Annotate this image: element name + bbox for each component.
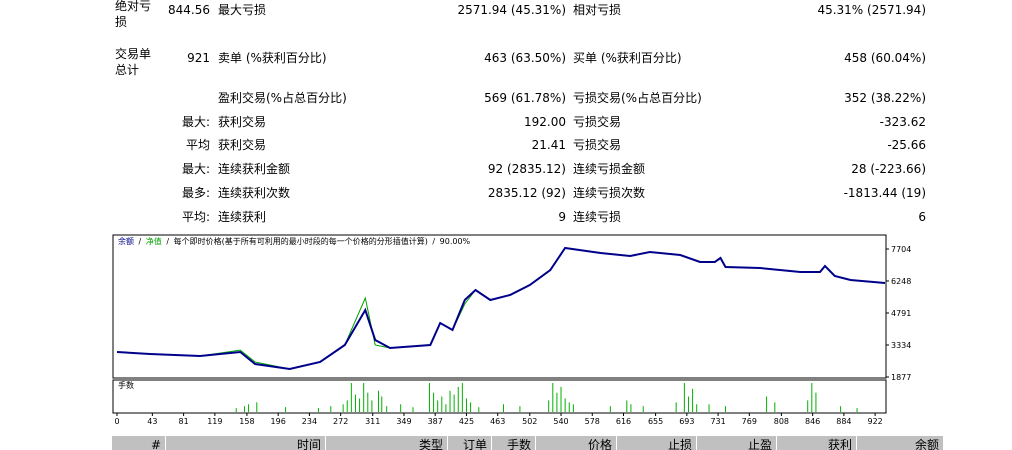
legend-equity: 净值 bbox=[146, 236, 162, 246]
x-tick-label: 846 bbox=[805, 417, 820, 426]
x-tick-label: 693 bbox=[679, 417, 694, 426]
x-tick-label: 0 bbox=[114, 417, 119, 426]
y-tick-label: 4791 bbox=[891, 309, 911, 318]
column-header: 手数 bbox=[492, 436, 535, 450]
x-tick-label: 81 bbox=[179, 417, 189, 426]
x-tick-label: 43 bbox=[147, 417, 157, 426]
stat-label: 相对亏损 bbox=[573, 3, 622, 17]
stat-value: 最多: bbox=[181, 186, 210, 200]
stat-value: 2835.12 (92) bbox=[487, 186, 566, 200]
y-tick-label: 6248 bbox=[891, 277, 911, 286]
x-tick-label: 349 bbox=[396, 417, 411, 426]
stat-value: 458 (60.04%) bbox=[844, 51, 926, 65]
stat-value: 最大: bbox=[181, 115, 210, 129]
stat-label: 亏损交易 bbox=[573, 115, 622, 129]
legend-sep: / bbox=[139, 237, 142, 246]
stat-label: 连续获利次数 bbox=[218, 186, 291, 200]
stat-value: 6 bbox=[918, 210, 926, 224]
x-tick-label: 616 bbox=[616, 417, 631, 426]
stat-label: 连续获利金额 bbox=[218, 162, 291, 176]
legend-description: 每个即时价格(基于所有可利用的最小时段的每一个价格的分形插值计算) bbox=[174, 236, 428, 246]
column-header: 止损 bbox=[617, 436, 696, 450]
stat-label: 连续亏损金额 bbox=[573, 162, 646, 176]
stat-value: 21.41 bbox=[531, 138, 566, 152]
x-tick-label: 502 bbox=[522, 417, 537, 426]
chart: 余额 / 净值 / 每个即时价格(基于所有可利用的最小时段的每一个价格的分形插值… bbox=[112, 234, 911, 426]
legend-balance: 余额 bbox=[118, 236, 134, 246]
stat-label: 绝对亏损 bbox=[115, 0, 152, 29]
y-tick-label: 7704 bbox=[891, 245, 911, 254]
x-tick-label: 311 bbox=[365, 417, 380, 426]
stat-label: 最大亏损 bbox=[218, 3, 267, 17]
stat-value: 844.56 bbox=[168, 3, 210, 17]
stat-value: 463 (63.50%) bbox=[484, 51, 566, 65]
x-tick-label: 884 bbox=[836, 417, 851, 426]
stat-value: -25.66 bbox=[887, 138, 926, 152]
column-header: # bbox=[112, 436, 165, 450]
legend-quality: 90.00% bbox=[440, 237, 471, 246]
y-tick-label: 3334 bbox=[891, 341, 911, 350]
stat-value: 2571.94 (45.31%) bbox=[457, 3, 566, 17]
stat-value: 352 (38.22%) bbox=[844, 91, 926, 105]
column-header: 止盈 bbox=[697, 436, 776, 450]
x-tick-label: 578 bbox=[585, 417, 600, 426]
column-header: 时间 bbox=[166, 436, 325, 450]
stat-value: -323.62 bbox=[879, 115, 926, 129]
stat-label: 买单 (%获利百分比) bbox=[573, 51, 682, 65]
column-header: 获利 bbox=[777, 436, 856, 450]
stat-value: 921 bbox=[187, 51, 210, 65]
x-tick-label: 119 bbox=[207, 417, 222, 426]
stat-value: 平均 bbox=[185, 138, 210, 152]
x-tick-label: 425 bbox=[459, 417, 474, 426]
x-tick-label: 196 bbox=[271, 417, 286, 426]
x-tick-label: 769 bbox=[742, 417, 757, 426]
column-header: 价格 bbox=[536, 436, 616, 450]
column-header: 余额 bbox=[857, 436, 943, 450]
x-tick-label: 463 bbox=[490, 417, 505, 426]
x-tick-label: 158 bbox=[239, 417, 254, 426]
x-tick-label: 272 bbox=[333, 417, 348, 426]
stat-value: 192.00 bbox=[524, 115, 566, 129]
stat-label: 卖单 (%获利百分比) bbox=[218, 51, 327, 65]
stat-value: 平均: bbox=[181, 210, 210, 224]
plot-frame bbox=[112, 234, 887, 379]
stat-label: 连续亏损次数 bbox=[573, 186, 646, 200]
balance-line bbox=[116, 246, 886, 371]
stat-label: 连续获利 bbox=[218, 210, 267, 224]
stat-value: 569 (61.78%) bbox=[484, 91, 566, 105]
stat-label: 连续亏损 bbox=[573, 210, 622, 224]
stat-value: 9 bbox=[558, 210, 566, 224]
column-header: 类型 bbox=[326, 436, 447, 450]
x-tick-label: 808 bbox=[774, 417, 789, 426]
stat-label: 亏损交易 bbox=[573, 138, 622, 152]
volume-label: 手数 bbox=[118, 380, 134, 390]
stat-label: 亏损交易(%占总百分比) bbox=[573, 91, 702, 105]
stat-label: 获利交易 bbox=[218, 138, 267, 152]
legend: 余额 / 净值 / 每个即时价格(基于所有可利用的最小时段的每一个价格的分形插值… bbox=[118, 236, 471, 246]
legend-sep: / bbox=[166, 237, 169, 246]
stat-label: 盈利交易(%占总百分比) bbox=[218, 91, 347, 105]
stat-label: 获利交易 bbox=[218, 115, 267, 129]
stat-value: 28 (-223.66) bbox=[851, 162, 926, 176]
x-tick-label: 731 bbox=[710, 417, 725, 426]
stat-value: -1813.44 (19) bbox=[843, 186, 926, 200]
x-tick-label: 234 bbox=[302, 417, 317, 426]
y-tick-label: 1877 bbox=[891, 373, 911, 382]
volume-frame bbox=[112, 379, 887, 414]
legend-sep: / bbox=[432, 237, 435, 246]
stat-value: 92 (2835.12) bbox=[487, 162, 566, 176]
x-tick-label: 387 bbox=[428, 417, 443, 426]
x-tick-label: 540 bbox=[553, 417, 568, 426]
x-tick-label: 655 bbox=[648, 417, 663, 426]
stat-label: 交易单总计 bbox=[115, 47, 152, 77]
stat-value: 最大: bbox=[181, 162, 210, 176]
stat-value: 45.31% (2571.94) bbox=[817, 3, 926, 17]
x-tick-label: 922 bbox=[867, 417, 882, 426]
column-header: 订单 bbox=[448, 436, 491, 450]
